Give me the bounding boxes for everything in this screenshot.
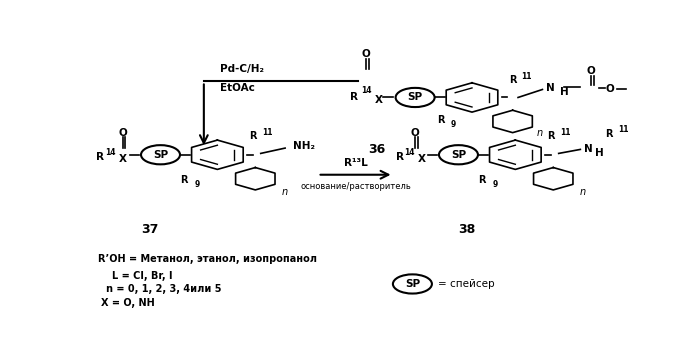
Text: R: R	[509, 75, 517, 85]
Text: NH₂: NH₂	[294, 141, 315, 151]
Text: R: R	[438, 115, 445, 125]
Text: 9: 9	[450, 120, 456, 129]
Text: основание/растворитель: основание/растворитель	[300, 182, 411, 191]
Text: N: N	[546, 83, 555, 93]
Text: R: R	[249, 131, 257, 141]
Text: X: X	[418, 154, 426, 164]
Text: 11: 11	[262, 128, 273, 137]
Text: 38: 38	[458, 223, 475, 236]
Text: O: O	[586, 66, 596, 76]
Text: L = Cl, Br, I: L = Cl, Br, I	[112, 271, 172, 281]
Text: R: R	[605, 129, 613, 139]
Text: 11: 11	[618, 126, 629, 135]
Text: 11: 11	[521, 72, 531, 81]
Text: n: n	[281, 187, 287, 197]
Text: Pd-C/H₂: Pd-C/H₂	[220, 64, 264, 74]
Text: X: X	[119, 154, 127, 164]
Text: N: N	[584, 144, 593, 154]
Text: O: O	[118, 128, 127, 138]
Text: O: O	[411, 128, 419, 138]
Text: R¹³L: R¹³L	[344, 158, 368, 168]
Text: 14: 14	[361, 86, 371, 95]
Text: R’OH = Метанол, этанол, изопропанол: R’OH = Метанол, этанол, изопропанол	[98, 254, 317, 264]
Text: R: R	[96, 152, 103, 162]
Text: R: R	[350, 92, 359, 102]
Text: SP: SP	[153, 150, 168, 160]
Text: R: R	[547, 131, 554, 141]
Text: EtOAc: EtOAc	[220, 83, 255, 93]
Text: 11: 11	[561, 128, 571, 137]
Text: X = O, NH: X = O, NH	[101, 298, 154, 308]
Text: n: n	[579, 187, 585, 197]
Text: 9: 9	[194, 180, 200, 189]
Text: H: H	[595, 148, 604, 158]
Text: H: H	[560, 87, 568, 97]
Text: R: R	[478, 175, 486, 185]
Text: = спейсер: = спейсер	[438, 279, 495, 289]
Text: 36: 36	[368, 143, 386, 156]
Text: O: O	[362, 48, 370, 58]
Text: R: R	[180, 175, 187, 185]
Text: n: n	[537, 128, 543, 138]
Text: 14: 14	[404, 148, 415, 157]
Text: SP: SP	[408, 92, 423, 102]
Text: O: O	[606, 84, 614, 94]
Text: SP: SP	[405, 279, 420, 289]
Text: X: X	[375, 95, 382, 105]
Text: n = 0, 1, 2, 3, 4или 5: n = 0, 1, 2, 3, 4или 5	[106, 284, 222, 294]
Text: 14: 14	[106, 148, 116, 157]
Text: 37: 37	[141, 223, 159, 236]
Text: SP: SP	[451, 150, 466, 160]
Text: 9: 9	[493, 180, 498, 189]
Text: R: R	[396, 152, 404, 162]
